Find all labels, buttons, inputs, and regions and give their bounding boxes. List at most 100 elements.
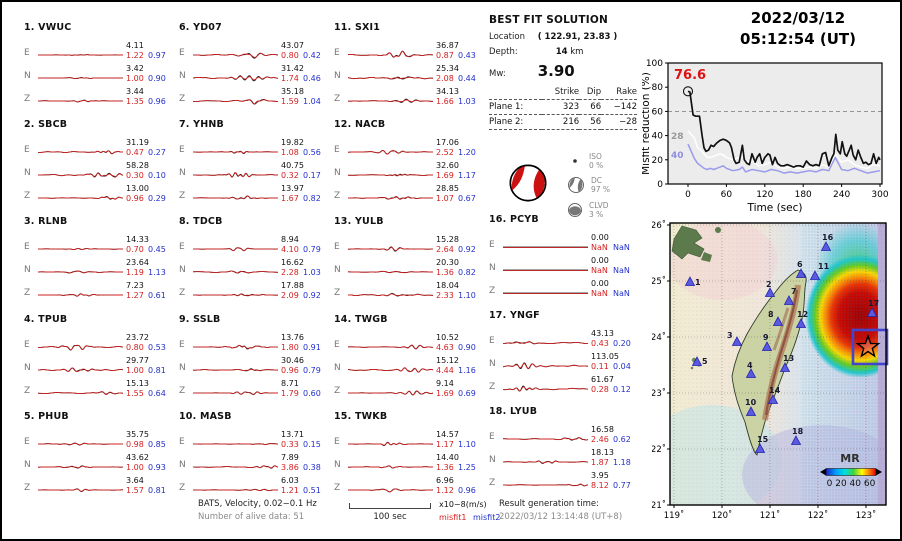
waveform-trace bbox=[348, 390, 434, 396]
misfit1-value: 0.96 bbox=[126, 194, 144, 203]
misfit2-value: 0.04 bbox=[613, 362, 631, 371]
station-number: 14. bbox=[334, 314, 352, 325]
station-number: 2. bbox=[24, 119, 35, 130]
channel-letter: Z bbox=[179, 94, 186, 104]
nodal-plane-row: Plane 2: 216 56 −28 bbox=[489, 114, 637, 130]
lat-label: 22˚ bbox=[652, 444, 666, 455]
table-header: Strike bbox=[554, 87, 580, 97]
station-header-rlnb: 3. RLNB bbox=[24, 216, 68, 227]
waveform-row-yngf-n: N 113.05 0.11 0.04 bbox=[489, 352, 643, 376]
peak-amplitude: 6.03 bbox=[281, 476, 299, 485]
misfit1-value: 0.80 bbox=[126, 343, 144, 352]
waveform-trace bbox=[193, 171, 279, 178]
waveform-row-sbcb-z: Z 13.00 0.96 0.29 bbox=[24, 184, 178, 208]
event-date: 2022/03/12 bbox=[750, 9, 846, 27]
data-description: BATS, Velocity, 0.02−0.1 Hz bbox=[198, 499, 317, 509]
peak-amplitude: 15.28 bbox=[436, 235, 459, 244]
waveform-trace bbox=[38, 54, 124, 56]
misfit2-value: 0.79 bbox=[303, 366, 321, 375]
misfit1-value: 1.87 bbox=[591, 458, 609, 467]
channel-letter: N bbox=[179, 168, 186, 178]
peak-amplitude: 7.23 bbox=[126, 281, 144, 290]
peak-amplitude: 43.13 bbox=[591, 329, 614, 338]
waveform-trace bbox=[348, 344, 433, 350]
table-header: Rake bbox=[616, 87, 637, 97]
channel-letter: Z bbox=[179, 288, 186, 298]
misfit-legend: misfit1 misfit2 bbox=[439, 513, 500, 522]
svg-text:80: 80 bbox=[652, 83, 664, 93]
station-number: 15. bbox=[334, 411, 352, 422]
misfit2-value: 0.45 bbox=[148, 245, 166, 254]
channel-letter: Z bbox=[489, 286, 496, 296]
waveform-row-phub-z: Z 3.64 1.57 0.81 bbox=[24, 476, 178, 500]
misfit1-value: 0.87 bbox=[436, 51, 454, 60]
station-header-sslb: 9. SSLB bbox=[179, 314, 221, 325]
station-code: TDCB bbox=[193, 216, 223, 227]
component-name: DC bbox=[591, 176, 603, 185]
station-code: PHUB bbox=[38, 411, 69, 422]
misfit1-value: 0.33 bbox=[281, 440, 299, 449]
channel-letter: E bbox=[24, 145, 30, 155]
station-number: 5. bbox=[24, 411, 35, 422]
waveform-trace bbox=[38, 270, 123, 274]
waveform-row-sxi1-z: Z 34.13 1.66 1.03 bbox=[334, 87, 488, 111]
waveform-row-yhnb-e: E 19.82 1.08 0.56 bbox=[179, 138, 333, 162]
misfit2-value: 0.91 bbox=[303, 343, 321, 352]
component-row-iso: ISO 0 % bbox=[567, 152, 647, 170]
peak-amplitude: 43.07 bbox=[281, 41, 304, 50]
peak-amplitude: 6.96 bbox=[436, 476, 454, 485]
waveform-trace bbox=[503, 246, 588, 249]
epicenter-star bbox=[855, 333, 881, 358]
peak-amplitude: 34.13 bbox=[436, 87, 459, 96]
waveform-trace bbox=[193, 368, 279, 372]
peak-amplitude: 113.05 bbox=[591, 352, 619, 361]
misfit2-value: 0.61 bbox=[148, 291, 166, 300]
lon-label: 121˚ bbox=[760, 510, 780, 521]
peak-amplitude: 17.88 bbox=[281, 281, 304, 290]
location-value: ( 122.91, 23.83 ) bbox=[537, 32, 618, 42]
component-name: ISO bbox=[589, 152, 602, 161]
station-number: 8. bbox=[179, 216, 190, 227]
peak-amplitude: 16.62 bbox=[281, 258, 304, 267]
misfit2-value: 0.67 bbox=[458, 194, 476, 203]
waveform-row-sbcb-e: E 31.19 0.47 0.27 bbox=[24, 138, 178, 162]
waveform-trace bbox=[193, 293, 279, 297]
channel-letter: N bbox=[334, 363, 341, 373]
misfit1-value: 8.12 bbox=[591, 481, 609, 490]
peak-amplitude: 23.72 bbox=[126, 333, 149, 342]
misfit2-value: 1.25 bbox=[458, 463, 476, 472]
map-station-6 bbox=[795, 268, 807, 278]
channel-letter: E bbox=[334, 437, 340, 447]
peak-amplitude: 16.58 bbox=[591, 425, 614, 434]
station-code: MASB bbox=[199, 411, 232, 422]
station-header-vwuc: 1. VWUC bbox=[24, 22, 71, 33]
station-number: 7. bbox=[179, 119, 190, 130]
misfit1-value: 1.79 bbox=[281, 389, 299, 398]
waveform-row-tdcb-z: Z 17.88 2.09 0.92 bbox=[179, 281, 333, 305]
waveform-trace bbox=[348, 173, 433, 177]
channel-letter: Z bbox=[179, 483, 186, 493]
map-station-9 bbox=[761, 341, 773, 351]
channel-letter: E bbox=[179, 437, 185, 447]
misfit1-value: 1.66 bbox=[436, 97, 454, 106]
svg-text:240: 240 bbox=[833, 190, 850, 200]
station-number: 4. bbox=[24, 314, 35, 325]
misfit1-value: 1.36 bbox=[436, 268, 454, 277]
waveform-trace bbox=[348, 246, 434, 252]
channel-letter: Z bbox=[489, 382, 496, 392]
waveform-trace bbox=[193, 443, 279, 446]
peak-amplitude: 0.00 bbox=[591, 233, 609, 242]
map-station-4 bbox=[745, 368, 757, 378]
waveform-trace bbox=[503, 460, 589, 464]
waveform-row-twgb-z: Z 9.14 1.69 0.69 bbox=[334, 379, 488, 403]
waveform-row-lyub-z: Z 3.95 8.12 0.77 bbox=[489, 471, 643, 495]
peak-amplitude: 43.62 bbox=[126, 453, 149, 462]
dc-beachball-icon bbox=[568, 177, 584, 193]
channel-letter: E bbox=[334, 242, 340, 252]
map-station-11 bbox=[809, 270, 821, 280]
misfit1-value: 2.64 bbox=[436, 245, 454, 254]
misfit2-value: 0.85 bbox=[148, 440, 166, 449]
misfit1-label: misfit1 bbox=[439, 513, 467, 522]
station-code: SSLB bbox=[193, 314, 221, 325]
